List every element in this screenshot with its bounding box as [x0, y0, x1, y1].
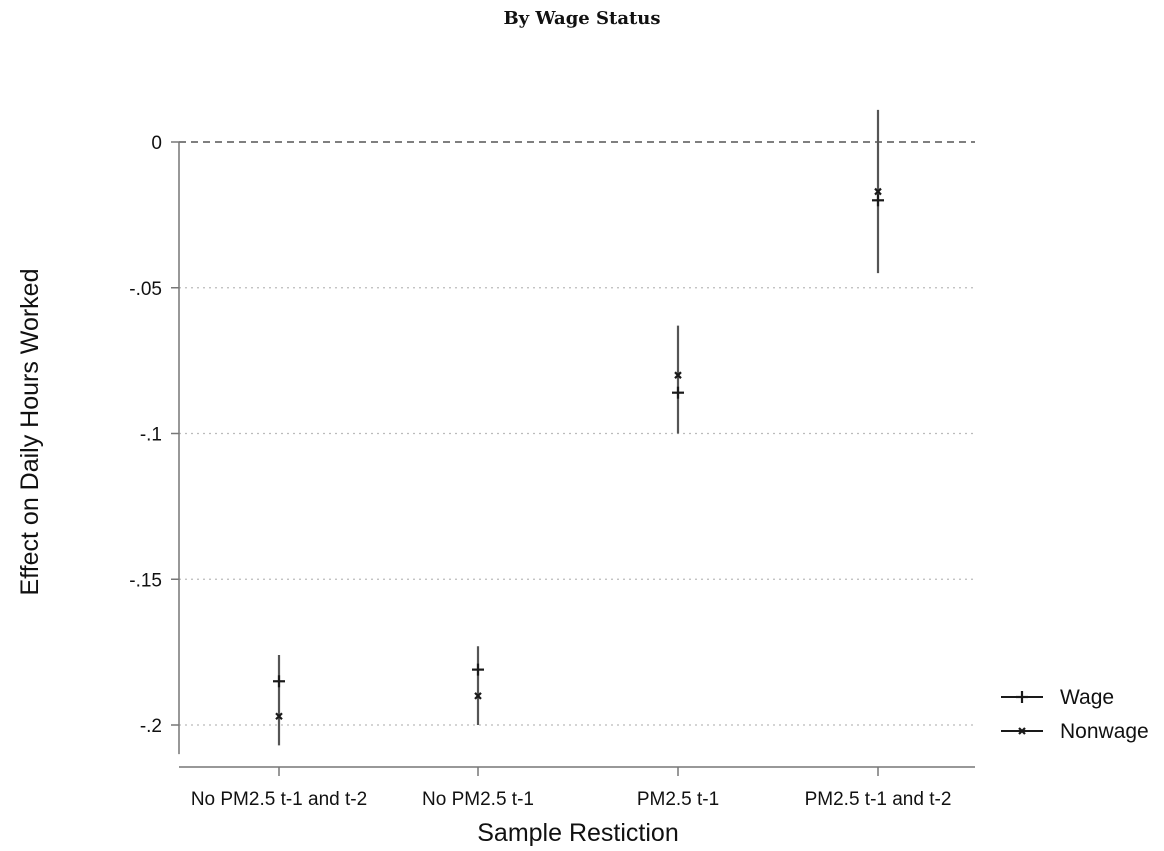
- wage-point: [273, 675, 285, 688]
- y-tick-label: -.1: [140, 425, 162, 446]
- nonwage-point: [474, 692, 482, 700]
- x-tick-label: PM2.5 t-1 and t-2: [805, 789, 952, 810]
- y-tick-label: 0: [151, 133, 162, 154]
- legend-item: Wage: [1001, 686, 1114, 709]
- wage-point: [872, 194, 884, 207]
- legend-label: Nonwage: [1060, 720, 1149, 743]
- y-axis-title: Effect on Daily Hours Worked: [16, 269, 44, 596]
- x-tick-label: No PM2.5 t-1 and t-2: [191, 789, 367, 810]
- legend-label: Wage: [1060, 686, 1114, 709]
- x-tick-label: PM2.5 t-1: [637, 789, 719, 810]
- legend-item: Nonwage: [1001, 720, 1149, 743]
- y-tick-label: -.05: [129, 279, 162, 300]
- y-tick-label: -.2: [140, 716, 162, 737]
- gridlines: [179, 141, 975, 726]
- axes: 0 -.05 -.1 -.15 -.2 No PM2.5 t-1 and t-2 No PM…: [129, 133, 975, 810]
- legend-x-marker: [1018, 727, 1026, 735]
- nonwage-point: [674, 371, 682, 379]
- x-tick-label: No PM2.5 t-1: [422, 789, 534, 810]
- legend-plus-marker: [1016, 691, 1028, 703]
- chart-title: By Wage Status: [503, 8, 660, 29]
- legend: Wage Nonwage: [1001, 686, 1149, 743]
- nonwage-point: [275, 712, 283, 721]
- nonwage-point: [874, 187, 882, 196]
- wage-point: [672, 386, 684, 399]
- confidence-intervals: [277, 109, 880, 746]
- y-tick-label: -.15: [129, 570, 162, 591]
- wage-point: [472, 663, 484, 676]
- x-axis-title: Sample Restiction: [477, 819, 678, 847]
- data-markers: [273, 187, 884, 721]
